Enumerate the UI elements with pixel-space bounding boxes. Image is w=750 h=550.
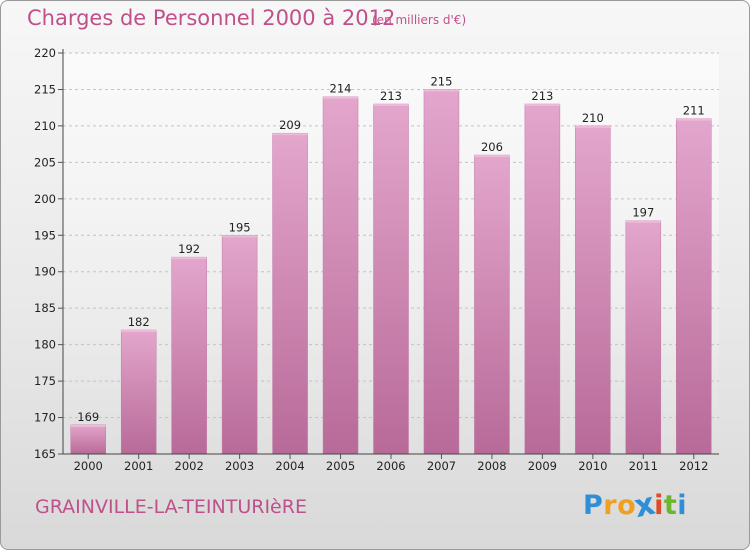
- bar-top: [676, 118, 712, 121]
- bar: [524, 103, 561, 455]
- logo-letter: t: [663, 490, 678, 521]
- bar-top: [575, 125, 611, 128]
- x-tick-label: 2004: [275, 459, 304, 473]
- bar: [322, 96, 359, 455]
- x-tick-label: 2010: [578, 459, 607, 473]
- logo-letter: P: [583, 490, 604, 521]
- bar: [171, 256, 207, 455]
- bar-top: [524, 104, 560, 107]
- bar-group: 197: [625, 206, 662, 455]
- bar-group: 211: [676, 104, 712, 455]
- y-tick-label: 210: [34, 119, 56, 133]
- chart-subtitle: (en milliers d'€): [372, 13, 467, 27]
- chart-title: Charges de Personnel 2000 à 2012: [27, 6, 396, 30]
- bar: [474, 154, 510, 455]
- data-label: 210: [582, 111, 604, 125]
- y-tick-label: 190: [34, 265, 56, 279]
- x-tick-label: 2008: [477, 459, 506, 473]
- y-tick-label: 195: [34, 228, 56, 242]
- y-tick-label: 220: [34, 46, 56, 60]
- bar-group: 210: [575, 111, 611, 455]
- logo-letter: i: [654, 490, 664, 521]
- bar-group: 213: [524, 89, 561, 455]
- bar-group: 195: [221, 220, 258, 455]
- bar-top: [121, 330, 157, 333]
- bar-group: 192: [171, 242, 207, 455]
- bar: [221, 235, 258, 455]
- data-label: 211: [683, 104, 705, 118]
- bar: [70, 424, 106, 455]
- x-tick-label: 2012: [679, 459, 708, 473]
- bar-group: 182: [120, 315, 157, 455]
- y-tick-label: 175: [34, 374, 56, 388]
- bar: [676, 118, 712, 455]
- data-label: 195: [229, 220, 251, 234]
- data-label: 197: [632, 206, 654, 220]
- bar: [575, 125, 611, 455]
- bar: [120, 329, 157, 455]
- x-tick-label: 2001: [124, 459, 153, 473]
- bar: [373, 103, 409, 455]
- data-label: 206: [481, 140, 503, 154]
- bar-top: [222, 235, 258, 238]
- data-label: 214: [330, 82, 352, 96]
- logo-letter: r: [603, 490, 618, 521]
- y-tick-label: 185: [34, 301, 56, 315]
- bar: [272, 132, 308, 455]
- x-tick-label: 2009: [528, 459, 557, 473]
- x-tick-label: 2005: [326, 459, 355, 473]
- data-label: 182: [128, 315, 150, 329]
- x-tick-label: 2007: [427, 459, 456, 473]
- y-tick-label: 165: [34, 447, 56, 461]
- commune-name: GRAINVILLE-LA-TEINTURIèRE: [35, 496, 307, 518]
- y-tick-label: 200: [34, 192, 56, 206]
- y-tick-label: 205: [34, 155, 56, 169]
- bar-top: [70, 424, 106, 427]
- bar-top: [171, 257, 207, 260]
- bar-group: 169: [70, 410, 106, 455]
- bar-top: [272, 133, 308, 136]
- x-tick-label: 2003: [225, 459, 254, 473]
- data-label: 215: [430, 74, 452, 88]
- bar-top: [423, 89, 459, 92]
- bar-group: 215: [423, 74, 460, 455]
- x-tick-label: 2000: [74, 459, 103, 473]
- data-label: 213: [531, 89, 553, 103]
- bar-top: [323, 96, 359, 99]
- bar-top: [373, 104, 409, 107]
- logo-letter: i: [677, 490, 688, 521]
- x-tick-label: 2002: [175, 459, 204, 473]
- data-label: 169: [77, 410, 99, 424]
- data-label: 209: [279, 118, 301, 132]
- bar-group: 213: [373, 89, 409, 455]
- y-tick-label: 215: [34, 82, 56, 96]
- bar: [625, 220, 662, 455]
- bar: [423, 89, 460, 455]
- logo-letter: o: [617, 490, 637, 521]
- y-tick-label: 180: [34, 338, 56, 352]
- bar-top: [474, 155, 510, 158]
- bar-group: 206: [474, 140, 510, 455]
- data-label: 213: [380, 89, 402, 103]
- y-tick-label: 170: [34, 411, 56, 425]
- bar-top: [625, 220, 661, 223]
- bar-group: 214: [322, 82, 359, 455]
- x-tick-label: 2006: [376, 459, 405, 473]
- data-label: 192: [178, 242, 200, 256]
- proxiti-logo: Proxiti: [583, 486, 688, 525]
- bar-group: 209: [272, 118, 308, 455]
- x-tick-label: 2011: [629, 459, 658, 473]
